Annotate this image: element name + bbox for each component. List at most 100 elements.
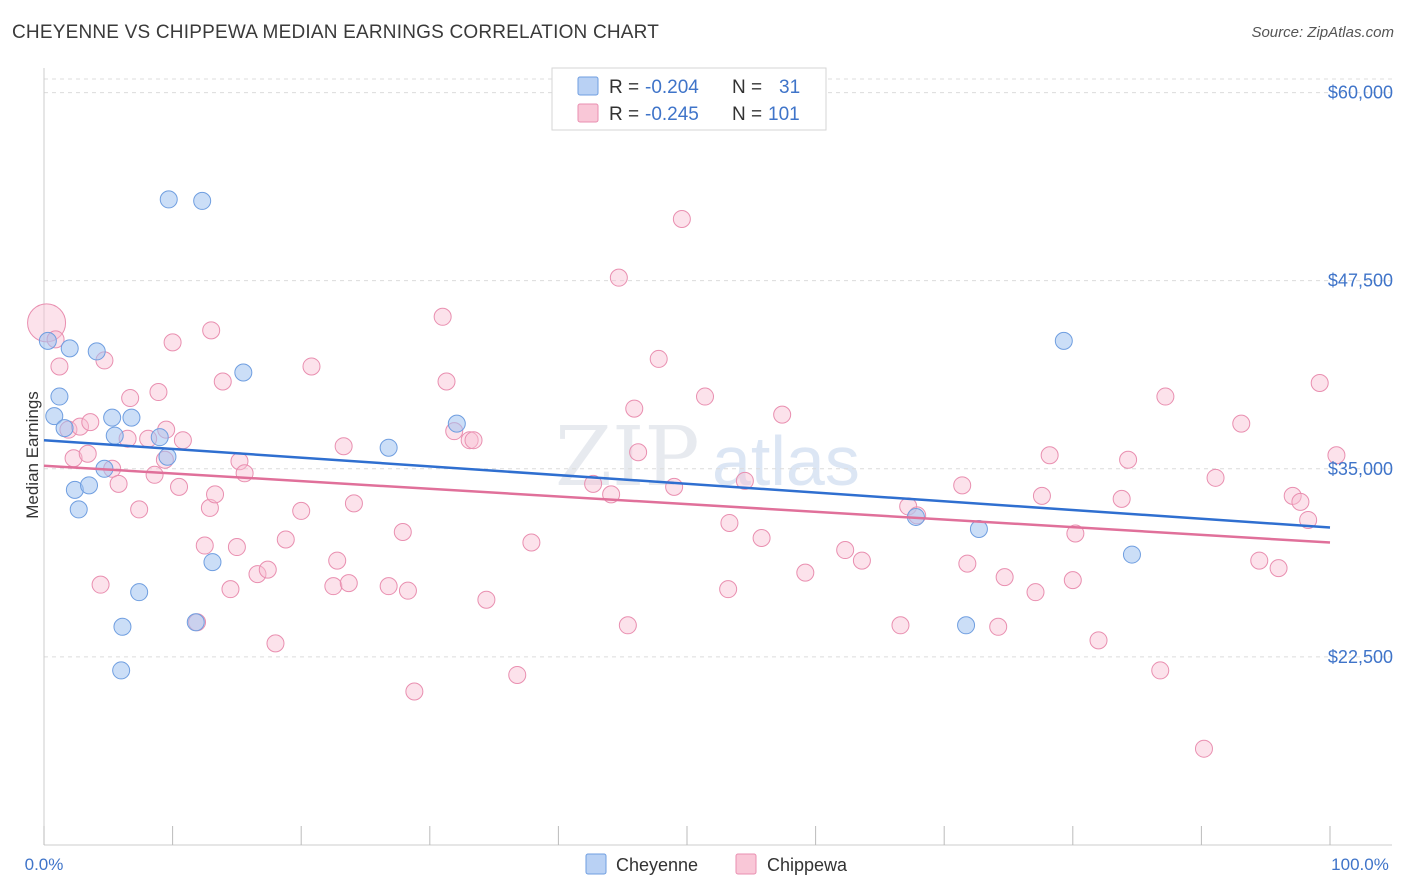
chippewa-point (145, 465, 164, 484)
cheyenne-point (45, 407, 64, 426)
chippewa-point (719, 580, 738, 599)
chippewa-point (735, 471, 754, 490)
chippewa-point (328, 551, 347, 570)
cheyenne-point (1054, 331, 1073, 350)
chippewa-point (437, 372, 456, 391)
cheyenne-point (112, 661, 131, 680)
cheyenne-trend-line (43, 438, 1331, 529)
chippewa-point (522, 533, 541, 552)
cheyenne-point (103, 408, 122, 427)
correlation-legend: R = -0.204 N = 31 R = -0.245 N = 101 (551, 67, 827, 131)
chippewa-point (1269, 559, 1288, 578)
chippewa-point (266, 634, 285, 653)
chippewa-point (1151, 661, 1170, 680)
chippewa-point (1032, 486, 1051, 505)
chippewa-point (460, 431, 479, 450)
chippewa-point (258, 560, 277, 579)
chippewa-point (508, 665, 527, 684)
watermark-atlas: atlas (712, 422, 860, 500)
chippewa-point (752, 529, 771, 548)
chippewa-point (81, 413, 100, 432)
chippewa-point (121, 389, 140, 408)
chippewa-point (672, 209, 691, 228)
chippewa-point (276, 530, 295, 549)
chippewa-point (170, 477, 189, 496)
chippewa-point (796, 563, 815, 582)
cheyenne-point (379, 438, 398, 457)
chippewa-point (173, 431, 192, 450)
cheyenne-point (1122, 545, 1141, 564)
chippewa-point (891, 616, 910, 635)
legend-r-value-cheyenne: -0.204 (645, 77, 699, 98)
chippewa-point (78, 444, 97, 463)
chippewa-point (1063, 571, 1082, 590)
chippewa-point (852, 551, 871, 570)
chippewa-point (344, 494, 363, 513)
legend-n-value-cheyenne: 31 (779, 77, 800, 98)
chippewa-point (206, 485, 225, 504)
chippewa-point (1112, 489, 1131, 508)
legend-r-label-cheyenne: R = (609, 77, 639, 98)
axes (43, 68, 1392, 846)
cheyenne-point (50, 387, 69, 406)
chippewa-point (696, 387, 715, 406)
chippewa-point (665, 477, 684, 496)
chippewa-point (405, 682, 424, 701)
chippewa-point (629, 443, 648, 462)
cheyenne-point (122, 408, 141, 427)
cheyenne-swatch (585, 853, 607, 875)
chippewa-point (1089, 631, 1108, 650)
cheyenne-point (69, 500, 88, 519)
chippewa-point (200, 498, 219, 517)
chippewa-point (1299, 510, 1318, 529)
cheyenne-point (130, 583, 149, 602)
chippewa-point (1232, 414, 1251, 433)
chippewa-point (91, 575, 110, 594)
legend-r-value-chippewa: -0.245 (645, 104, 699, 125)
chippewa-point (302, 357, 321, 376)
chippewa-point (248, 565, 267, 584)
cheyenne-point (105, 426, 124, 445)
y-tick-label: $35,000 (1328, 459, 1393, 479)
watermark-zip: ZIP (555, 410, 700, 505)
chippewa-point (464, 431, 483, 450)
chippewa-point (379, 577, 398, 596)
chippewa-point (1156, 387, 1175, 406)
cheyenne-point (158, 447, 177, 466)
chippewa-point (1026, 583, 1045, 602)
cheyenne-point (38, 331, 57, 350)
cheyenne-point (203, 553, 222, 572)
chippewa-point (393, 522, 412, 541)
chippewa-point (227, 538, 246, 557)
chippewa-legend-swatch (577, 103, 599, 123)
chippewa-point (477, 590, 496, 609)
cheyenne-point (150, 428, 169, 447)
cheyenne-point (159, 190, 178, 209)
chippewa-point (324, 577, 343, 596)
chippewa-point (109, 474, 128, 493)
chippewa-point (398, 581, 417, 600)
cheyenne-legend-swatch (577, 76, 599, 96)
chippewa-point (1310, 374, 1329, 393)
chippewa-point (773, 405, 792, 424)
chippewa-point (202, 321, 221, 340)
y-axis-label: Median Earnings (23, 391, 42, 519)
chippewa-point (584, 474, 603, 493)
cheyenne-point (87, 342, 106, 361)
chippewa-point (163, 333, 182, 352)
chippewa-point (618, 616, 637, 635)
chippewa-point (1291, 492, 1310, 511)
chippewa-point (221, 580, 240, 599)
cheyenne-point (80, 476, 99, 495)
chippewa-point (1119, 450, 1138, 469)
chippewa-legend-label: Chippewa (767, 855, 848, 875)
trend-lines (43, 438, 1331, 544)
legend-n-label-cheyenne: N = (732, 77, 762, 98)
x-tick-label-max: 100.0% (1331, 855, 1389, 874)
chippewa-point (149, 383, 168, 402)
legend-n-label-chippewa: N = (732, 104, 762, 125)
chippewa-point (989, 617, 1008, 636)
chippewa-point (433, 307, 452, 326)
chippewa-point (958, 554, 977, 573)
